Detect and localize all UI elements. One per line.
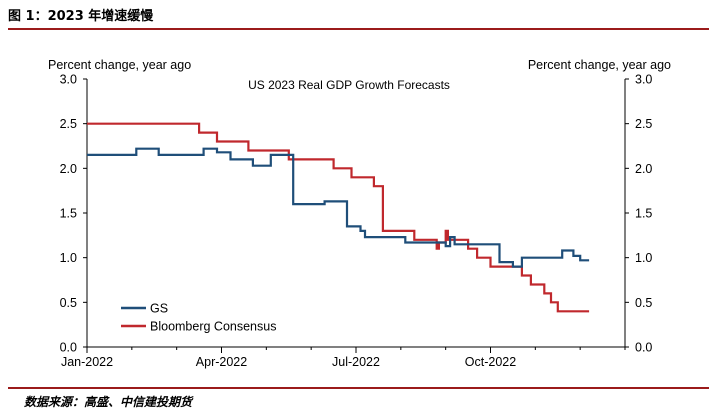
y-tick-label-right: 2.5 [635, 117, 652, 131]
legend-label-bloomberg-consensus: Bloomberg Consensus [150, 320, 276, 334]
y-tick-label-left: 1.0 [60, 251, 77, 265]
y-tick-label-right: 1.5 [635, 207, 652, 221]
y-axis-label-left: Percent change, year ago [48, 58, 191, 72]
y-tick-label-right: 3.0 [635, 73, 652, 87]
y-tick-label-left: 1.5 [60, 207, 77, 221]
x-tick-label: Oct-2022 [465, 355, 516, 369]
chart-series [87, 122, 590, 313]
data-source: 数据来源：高盛、中信建投期货 [24, 395, 193, 409]
chart-axes: 0.0 0.0 0.5 0.5 1.0 1.0 1.5 1.5 2.0 2.0 2.5 2.5 3.0 3… [60, 73, 653, 370]
x-tick-label: Jan-2022 [61, 355, 113, 369]
y-axis-label-right: Percent change, year ago [528, 58, 671, 72]
top-divider [8, 28, 709, 30]
bottom-divider [8, 387, 709, 389]
legend-label-gs: GS [150, 302, 168, 316]
figure-caption: 图 1：2023 年增速缓慢 [8, 9, 154, 24]
chart-legend: GS Bloomberg Consensus [121, 302, 276, 334]
y-tick-label-right: 0.0 [635, 341, 652, 355]
x-tick-label: Apr-2022 [196, 355, 247, 369]
series-line-gs [87, 147, 590, 268]
y-tick-label-right: 2.0 [635, 162, 652, 176]
y-tick-label-left: 0.0 [60, 341, 77, 355]
x-tick-label: Jul-2022 [332, 355, 380, 369]
chart-title: US 2023 Real GDP Growth Forecasts [248, 78, 450, 92]
y-tick-label-left: 0.5 [60, 296, 77, 310]
y-tick-label-right: 1.0 [635, 251, 652, 265]
series-line-bloomberg-consensus [87, 122, 590, 313]
y-tick-label-left: 3.0 [60, 73, 77, 87]
y-tick-label-left: 2.0 [60, 162, 77, 176]
y-tick-label-right: 0.5 [635, 296, 652, 310]
y-tick-label-left: 2.5 [60, 117, 77, 131]
